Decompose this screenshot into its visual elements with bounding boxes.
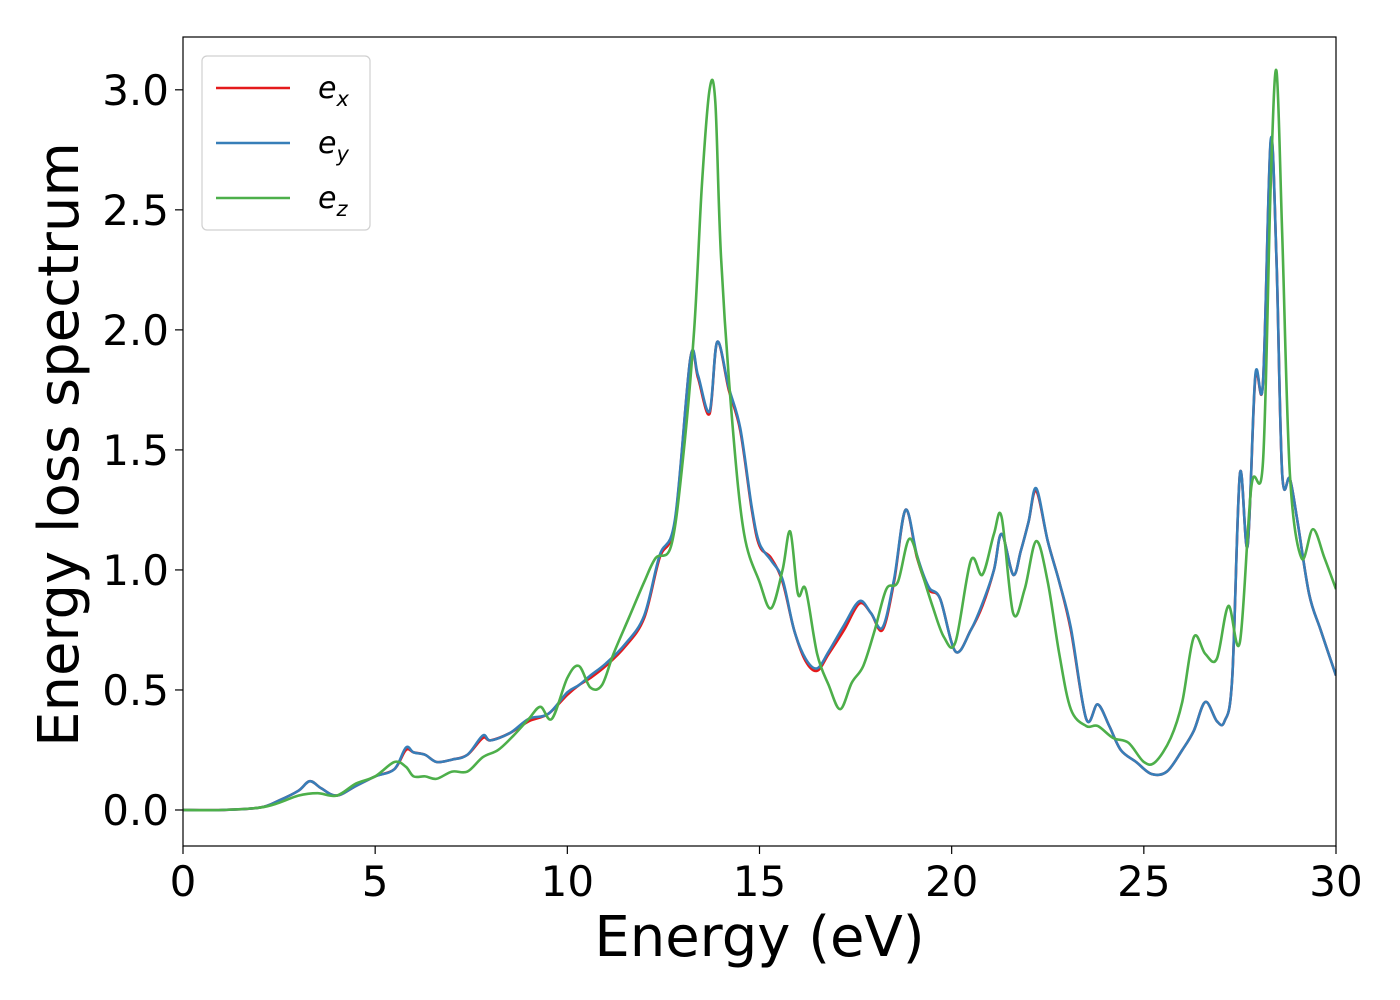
series-layer (183, 68, 1336, 812)
legend-label-y: ey (318, 126, 349, 166)
series-line-y (183, 135, 1336, 812)
x-tick-label: 30 (1309, 857, 1362, 906)
series-line-z (183, 68, 1336, 812)
y-tick-label: 2.0 (102, 306, 169, 355)
x-tick-label: 25 (1117, 857, 1170, 906)
y-tick-label: 1.0 (102, 546, 169, 595)
legend-label-x: ex (318, 71, 349, 111)
y-tick-label: 0.5 (102, 666, 169, 715)
y-tick-label: 1.5 (102, 426, 169, 475)
legend-label-z: ez (318, 181, 348, 221)
y-tick-label: 0.0 (102, 786, 169, 835)
x-tick-label: 20 (925, 857, 978, 906)
x-tick-label: 5 (362, 857, 389, 906)
y-tick-label: 3.0 (102, 66, 169, 115)
x-axis-label: Energy (eV) (594, 905, 924, 970)
x-tick-label: 15 (733, 857, 786, 906)
x-tick-label: 0 (170, 857, 197, 906)
x-axis-ticks: 0 5 10 15 20 25 30 (170, 846, 1363, 906)
legend: ex ey ez (201, 55, 371, 231)
x-tick-label: 10 (541, 857, 594, 906)
y-axis-label: Energy loss spectrum (27, 142, 92, 747)
series-line-x (183, 138, 1336, 812)
y-tick-label: 2.5 (102, 186, 169, 235)
y-axis-ticks: 0.0 0.5 1.0 1.5 2.0 2.5 3.0 (102, 66, 183, 835)
